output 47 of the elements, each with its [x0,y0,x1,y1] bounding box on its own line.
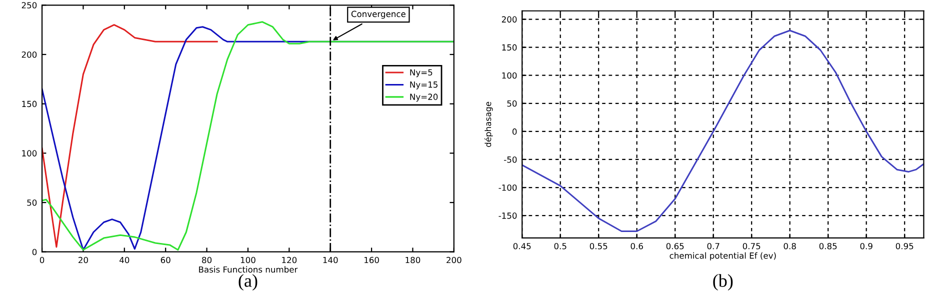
x-tick-label: 0.8 [784,242,796,250]
legend-label: Ny=15 [410,82,438,90]
x-tick-label: 180 [406,256,420,264]
y-axis-title: déphasage [484,102,493,147]
x-tick-label: 0.5 [554,242,566,250]
x-tick-label: 0.7 [707,242,720,250]
x-tick-label: 20 [78,256,88,264]
y-tick-label: 150 [502,44,517,51]
x-tick-label: 140 [323,256,338,264]
x-tick-label: 0 [40,256,44,264]
y-tick-label: -150 [498,212,517,219]
y-tick-label: 50 [27,200,37,206]
x-tick-label: 0.45 [513,242,531,250]
x-tick-label: 0.65 [666,242,684,250]
x-tick-label: 0.9 [860,242,872,250]
y-tick-label: 100 [502,72,517,79]
y-tick-label: 200 [22,51,37,58]
y-tick-label: -100 [498,184,517,191]
x-tick-label: 40 [120,256,130,264]
y-tick-label: 50 [507,100,517,107]
y-tick-label: 150 [22,100,37,108]
x-axis-title: Basis Functions number [199,266,298,273]
x-tick-label: 0.55 [590,242,608,250]
legend-label: Ny=20 [410,94,438,102]
x-tick-label: 200 [446,256,462,264]
y-tick-label: 250 [22,2,37,8]
y-tick-label: 0 [32,248,37,256]
legend-label: Ny=5 [410,69,432,78]
x-tick-label: 0.6 [630,242,643,250]
y-tick-label: 0 [512,128,517,135]
x-tick-label: 0.85 [819,242,837,250]
x-tick-label: 80 [202,256,212,264]
x-tick-label: 120 [282,256,297,264]
line-series [42,24,218,248]
x-tick-label: 160 [364,256,379,264]
line-series [522,30,924,232]
x-tick-label: 0.95 [896,242,914,250]
y-tick-label: 100 [22,150,37,156]
x-axis-title: chemical potential Ef (ev) [670,252,776,260]
y-tick-label: 200 [502,16,517,23]
annotation: Convergence [351,10,406,19]
text: (a) [238,274,258,291]
text: (b) [713,274,733,291]
x-tick-label: 100 [240,256,256,264]
x-tick-label: 60 [160,256,170,264]
y-tick-label: -50 [504,156,517,163]
x-tick-label: 0.75 [742,242,760,250]
